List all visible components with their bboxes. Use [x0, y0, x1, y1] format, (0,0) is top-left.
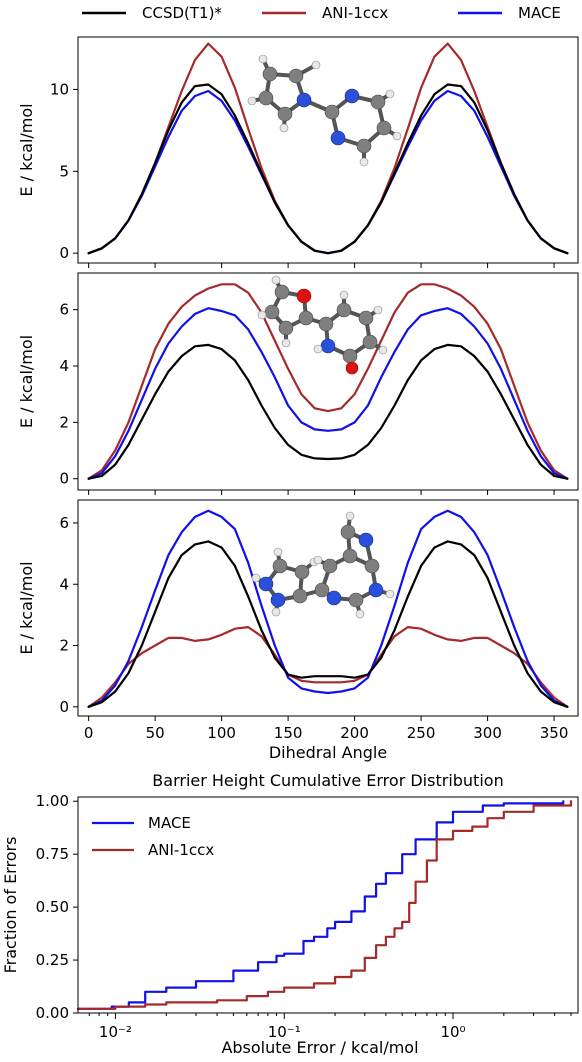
- x-tick-label: 300: [473, 724, 502, 742]
- cdf-title: Barrier Height Cumulative Error Distribu…: [152, 771, 503, 790]
- energy-panel-3: 0 50 100 150 200 250 300 350 0 2 4 6 E / kcal/mol Dih…: [17, 499, 579, 762]
- x-tick-label: 150: [274, 724, 303, 742]
- y-axis-label: E / kcal/mol: [17, 103, 36, 196]
- x-tick-label: 100: [207, 724, 236, 742]
- x-axis-label: Dihedral Angle: [269, 743, 387, 762]
- series-line-mace-panel-3: [87, 509, 569, 708]
- legend-mace-label: MACE: [518, 4, 561, 22]
- y-tick-label: 4: [59, 575, 69, 593]
- y-tick-label: 0: [59, 698, 69, 716]
- x-axis-label: Absolute Error / kcal/mol: [221, 1038, 418, 1057]
- x-tick-label: 0: [84, 724, 94, 742]
- series-line-mace-panel-2: [87, 307, 569, 480]
- cdf-line-ani: [76, 800, 573, 1010]
- y-tick-label: 2: [59, 413, 69, 431]
- pyrrolyl-pyrimidine-molecule-icon: [247, 54, 402, 167]
- series-line-ccsd-panel-2: [87, 343, 569, 480]
- plot-frame: [77, 272, 579, 491]
- y-tick-label: 4: [59, 357, 69, 375]
- y-tick-label: 1.00: [36, 792, 69, 810]
- series-line-ani-panel-2: [87, 283, 569, 480]
- cdf-legend-label-ani: ANI-1ccx: [148, 841, 214, 859]
- plot-frame: [77, 36, 579, 264]
- x-tick-label: 10⁰: [440, 1023, 465, 1041]
- y-tick-label: 6: [59, 514, 69, 532]
- cdf-legend: MACE ANI-1ccx: [92, 814, 214, 859]
- y-tick-label: 0.00: [36, 1004, 69, 1022]
- y-tick-label: 0.50: [36, 898, 69, 916]
- legend-ani-label: ANI-1ccx: [322, 4, 388, 22]
- legend-ccsd-label: CCSD(T1)*: [142, 4, 222, 22]
- cdf-line-mace: [76, 800, 565, 1010]
- y-tick-label: 0: [59, 244, 69, 262]
- x-tick-label: 350: [540, 724, 569, 742]
- y-axis-label: E / kcal/mol: [17, 335, 36, 428]
- x-tick-label: 250: [407, 724, 436, 742]
- plot-frame: [77, 499, 579, 717]
- cdf-legend-label-mace: MACE: [148, 814, 191, 832]
- x-tick-label: 200: [340, 724, 369, 742]
- series-line-ccsd-panel-3: [87, 540, 569, 708]
- series-line-ani-panel-3: [87, 625, 569, 708]
- y-tick-label: 0.25: [36, 951, 69, 969]
- energy-panel-2: 0 2 4 6 E / kcal/mol: [17, 272, 579, 495]
- y-tick-label: 5: [59, 162, 69, 180]
- top-legend: CCSD(T1)* ANI-1ccx MACE: [82, 4, 561, 22]
- y-tick-label: 0.75: [36, 845, 69, 863]
- x-tick-label: 10⁻²: [99, 1023, 132, 1041]
- furanyl-pyridinone-molecule-icon: [257, 275, 388, 375]
- x-tick-label: 10⁻¹: [268, 1023, 301, 1041]
- y-tick-label: 0: [59, 470, 69, 488]
- series-line-ccsd-panel-1: [87, 83, 569, 255]
- energy-panel-1: 0 5 10 E / kcal/mol: [17, 36, 579, 268]
- cdf-panel: 10⁻² 10⁻¹ 10⁰ 0.00 0.25 0.50 0.75 1.00 Fraction …: [1, 792, 579, 1057]
- plot-frame: [77, 796, 579, 1014]
- y-tick-label: 10: [50, 80, 69, 98]
- y-axis-label: E / kcal/mol: [17, 561, 36, 654]
- y-axis-label: Fraction of Errors: [1, 837, 20, 974]
- imidazolyl-pteridine-molecule-icon: [251, 511, 395, 619]
- y-tick-label: 6: [59, 301, 69, 319]
- y-tick-label: 2: [59, 637, 69, 655]
- x-tick-label: 50: [146, 724, 165, 742]
